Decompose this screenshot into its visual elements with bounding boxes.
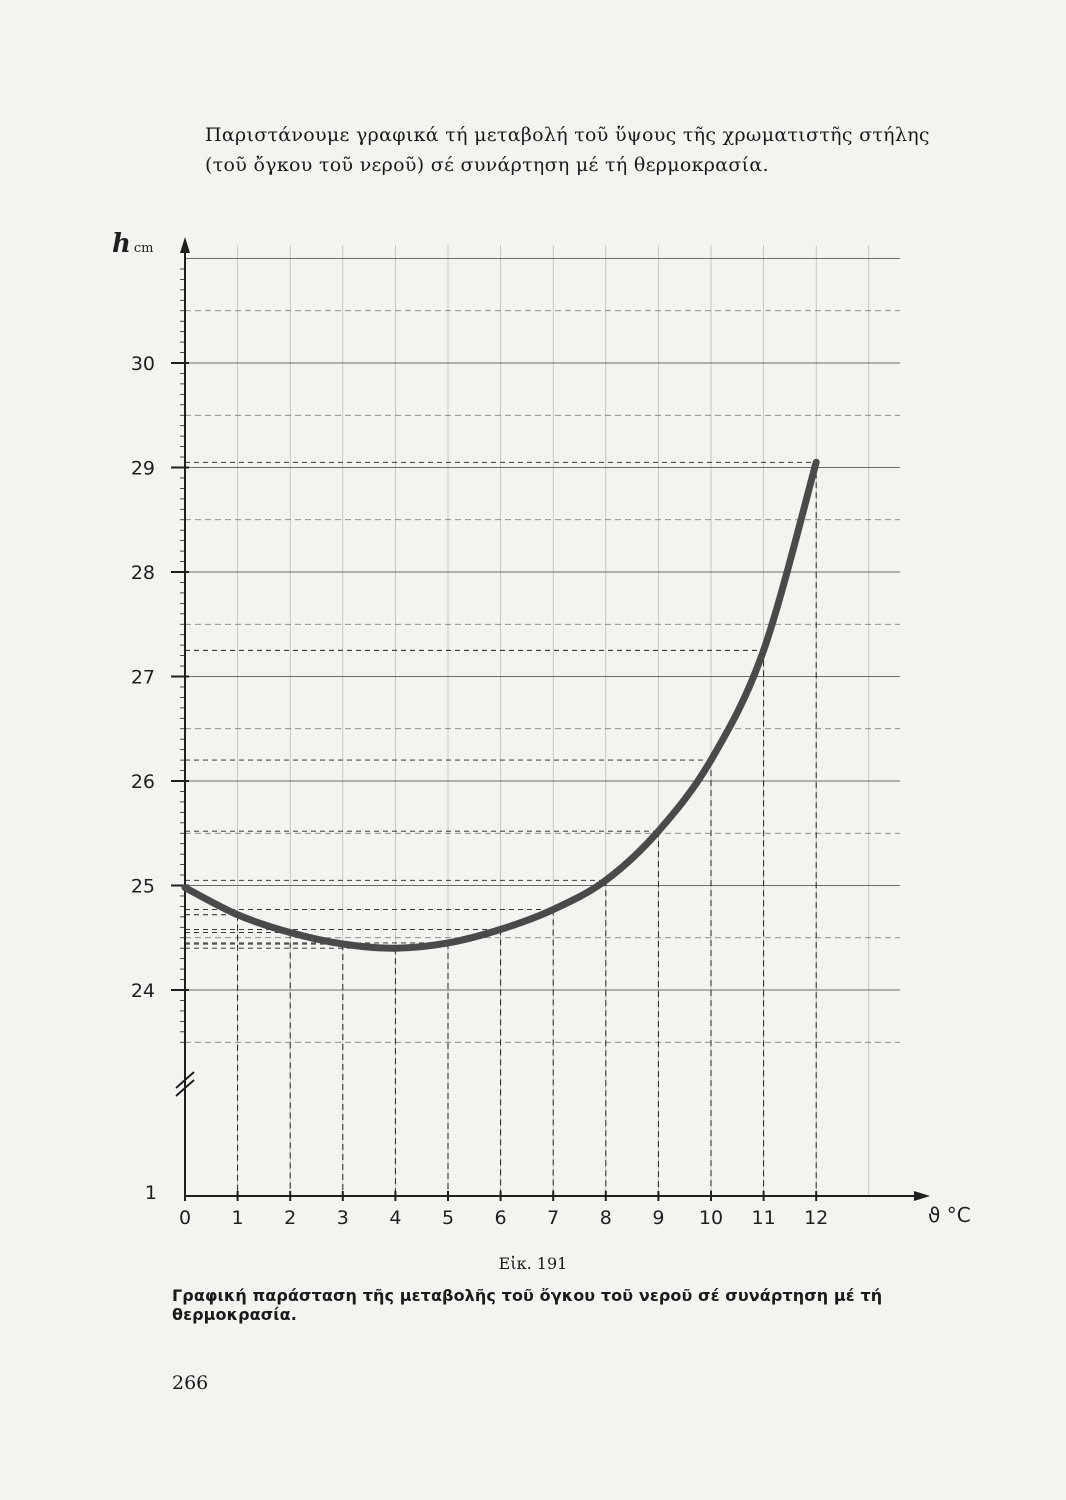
y-tick-label: 28 (131, 562, 155, 584)
x-tick-label: 8 (600, 1207, 612, 1229)
data-point (655, 828, 661, 834)
y-tick-label: 27 (131, 667, 155, 689)
data-point (182, 885, 188, 891)
y-origin-label: 1 (145, 1182, 157, 1204)
x-tick-label: 2 (284, 1207, 296, 1229)
data-point (761, 647, 767, 653)
data-point (340, 941, 346, 947)
y-axis-label: h cm (112, 229, 154, 259)
x-tick-label: 10 (699, 1207, 723, 1229)
data-point (813, 459, 819, 465)
x-axis-arrow (914, 1191, 930, 1201)
x-tick-label: 4 (389, 1207, 401, 1229)
axis-layer (171, 237, 930, 1201)
x-tick-label: 3 (337, 1207, 349, 1229)
x-tick-label: 9 (652, 1207, 664, 1229)
x-tick-label: 11 (752, 1207, 776, 1229)
y-tick-label: 24 (131, 980, 155, 1002)
data-point (235, 912, 241, 918)
data-series-line (181, 458, 820, 952)
intro-line-2: (τοῦ ὄγκου τοῦ νεροῦ) σέ συνάρτηση μέ τή… (205, 154, 769, 176)
x-tick-label: 0 (179, 1207, 191, 1229)
y-tick-label: 26 (131, 771, 155, 793)
intro-text: Παριστάνουμε γραφικά τή μεταβολή τοῦ ὕψο… (205, 120, 995, 180)
data-point (392, 945, 398, 951)
data-point (445, 940, 451, 946)
x-tick-label: 5 (442, 1207, 454, 1229)
x-tick-label: 1 (232, 1207, 244, 1229)
data-point (498, 926, 504, 932)
data-point (603, 877, 609, 883)
intro-line-1: Παριστάνουμε γραφικά τή μεταβολή τοῦ ὕψο… (205, 124, 930, 146)
curve-layer (181, 458, 820, 952)
x-tick-label: 7 (547, 1207, 559, 1229)
x-axis-label: ϑ °C (928, 1203, 971, 1227)
data-point (550, 907, 556, 913)
y-tick-label: 25 (131, 876, 155, 898)
axis-break-mark (175, 1079, 195, 1097)
x-tick-label: 12 (804, 1207, 828, 1229)
axis-break-mark (175, 1071, 195, 1089)
grid-layer (185, 245, 900, 1196)
x-tick-label: 6 (495, 1207, 507, 1229)
y-tick-label: 30 (131, 353, 155, 375)
y-axis-arrow (180, 237, 190, 253)
y-tick-label: 29 (131, 458, 155, 480)
figure-label: Εἰκ. 191 (498, 1254, 568, 1273)
data-point (287, 930, 293, 936)
figure-caption: Γραφική παράσταση τῆς μεταβολῆς τοῦ ὄγκο… (172, 1286, 883, 1324)
data-point (708, 757, 714, 763)
page-number: 266 (172, 1372, 209, 1394)
